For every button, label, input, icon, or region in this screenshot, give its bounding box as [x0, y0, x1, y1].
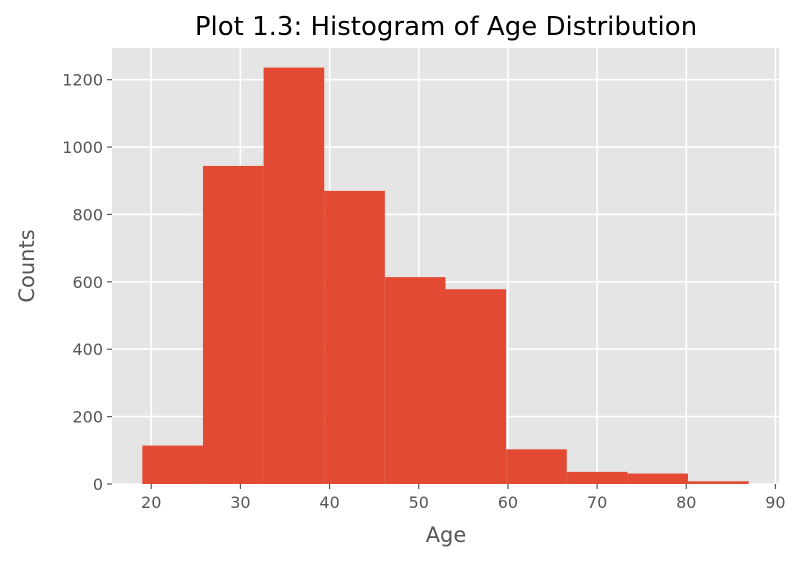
x-tick-label: 60	[498, 493, 518, 512]
histogram-bar	[142, 445, 203, 484]
x-tick-label: 30	[230, 493, 250, 512]
chart-title: Plot 1.3: Histogram of Age Distribution	[195, 12, 697, 42]
y-tick-label: 600	[72, 273, 103, 292]
histogram-bar	[202, 165, 264, 485]
x-tick-label: 50	[409, 493, 429, 512]
y-tick-label: 400	[72, 340, 103, 359]
axis-ticks: 20 30 40 50 60 70 80 90 0 200 400 600 800 1000 1200	[62, 71, 785, 512]
y-tick-label: 0	[93, 475, 103, 494]
y-tick-label: 800	[72, 205, 103, 224]
histogram-bar	[445, 289, 507, 484]
histogram-bar	[506, 449, 567, 484]
histogram-bar	[627, 473, 689, 484]
y-tick-label: 1000	[62, 138, 103, 157]
histogram-bar	[263, 67, 325, 484]
x-tick-label: 40	[319, 493, 339, 512]
y-tick-label: 1200	[62, 71, 103, 90]
y-axis-label: Counts	[15, 229, 39, 302]
x-axis-label: Age	[426, 523, 467, 547]
histogram-bar	[688, 481, 749, 484]
x-tick-label: 90	[765, 493, 785, 512]
histogram-bar	[384, 277, 446, 484]
x-tick-label: 70	[587, 493, 607, 512]
y-tick-label: 200	[72, 408, 103, 427]
histogram-bar	[324, 190, 385, 485]
x-tick-label: 80	[676, 493, 696, 512]
histogram-bar	[566, 471, 628, 484]
bars	[142, 67, 749, 485]
x-tick-label: 20	[141, 493, 161, 512]
